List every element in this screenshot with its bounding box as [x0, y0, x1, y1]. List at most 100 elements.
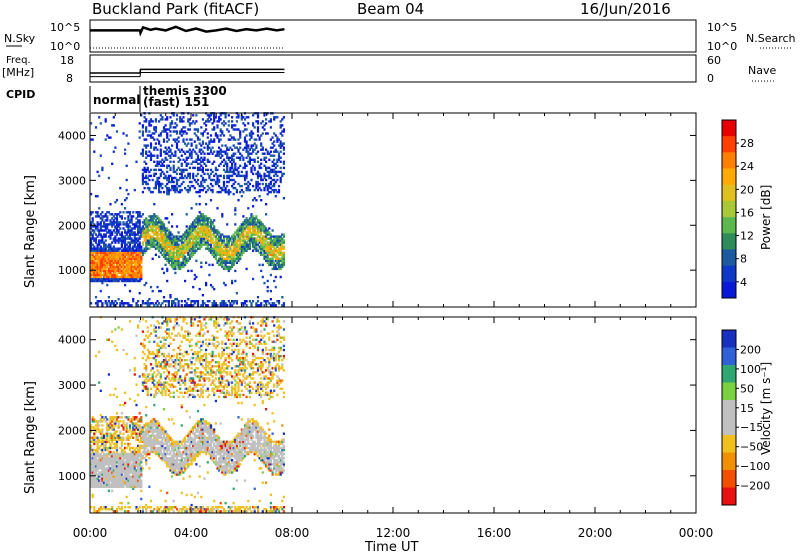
data-cell — [161, 170, 164, 174]
data-cell — [117, 326, 120, 329]
data-cell — [149, 237, 153, 240]
data-cell — [208, 186, 211, 190]
data-cell — [214, 245, 217, 248]
data-cell — [253, 217, 256, 220]
data-cell — [109, 263, 112, 267]
data-cell — [172, 259, 175, 262]
data-cell — [96, 271, 99, 275]
data-cell — [175, 168, 179, 172]
data-cell — [107, 457, 110, 460]
data-cell — [224, 245, 227, 248]
data-cell — [205, 190, 208, 194]
data-cell — [242, 227, 245, 230]
data-cell — [162, 172, 166, 176]
data-cell — [114, 416, 117, 419]
data-cell — [120, 233, 123, 236]
data-cell — [213, 251, 216, 254]
data-cell — [149, 369, 153, 372]
data-cell — [135, 247, 138, 250]
data-cell — [137, 438, 140, 441]
data-cell — [148, 356, 151, 360]
data-cell — [216, 136, 219, 139]
data-cell — [133, 235, 136, 238]
data-cell — [247, 239, 250, 242]
data-cell — [120, 450, 123, 454]
data-cell — [156, 342, 159, 345]
data-cell — [151, 379, 154, 382]
data-cell — [103, 223, 106, 226]
data-cell — [265, 235, 268, 238]
data-cell — [154, 231, 157, 234]
data-cell — [227, 156, 230, 159]
data-cell — [141, 231, 144, 234]
data-cell — [151, 229, 154, 232]
data-cell — [112, 467, 115, 470]
data-cell — [140, 257, 143, 260]
data-cell — [255, 233, 258, 236]
data-cell — [107, 440, 110, 443]
data-cell — [240, 154, 243, 157]
data-cell — [240, 253, 243, 256]
data-cell — [218, 259, 221, 262]
data-cell — [182, 253, 185, 256]
data-cell — [135, 457, 138, 460]
data-cell — [195, 180, 198, 184]
data-cell — [226, 162, 229, 165]
data-cell — [151, 302, 154, 305]
data-cell — [282, 253, 285, 256]
data-cell — [99, 300, 102, 303]
data-cell — [93, 452, 96, 456]
data-cell — [145, 450, 148, 454]
data-cell — [109, 223, 112, 226]
data-cell — [158, 442, 161, 446]
data-cell — [148, 334, 151, 337]
data-cell — [185, 257, 188, 260]
data-cell — [206, 144, 209, 147]
data-cell — [258, 229, 261, 232]
data-cell — [162, 160, 166, 163]
data-cell — [196, 166, 200, 170]
data-cell — [169, 188, 172, 192]
data-cell — [107, 465, 110, 468]
data-cell — [187, 249, 190, 252]
data-cell — [133, 461, 136, 464]
data-cell — [141, 389, 144, 392]
data-cell — [224, 160, 227, 163]
data-cell — [235, 174, 238, 178]
data-cell — [190, 255, 193, 258]
data-cell — [122, 259, 125, 262]
data-cell — [111, 213, 114, 216]
data-cell — [114, 237, 117, 240]
data-cell — [104, 265, 107, 269]
data-cell — [156, 424, 159, 427]
data-cell — [122, 475, 125, 478]
data-cell — [200, 219, 203, 222]
data-cell — [132, 247, 135, 250]
data-cell — [282, 172, 285, 176]
data-cell — [128, 245, 132, 248]
data-cell — [117, 457, 120, 460]
data-cell — [234, 223, 237, 226]
data-cell — [177, 253, 180, 256]
data-cell — [122, 261, 125, 264]
data-cell — [91, 277, 94, 281]
data-cell — [175, 263, 179, 267]
data-cell — [154, 354, 157, 358]
data-cell — [277, 152, 281, 155]
data-cell — [120, 235, 123, 238]
data-cell — [268, 253, 271, 256]
data-cell — [145, 126, 148, 129]
data-cell — [195, 233, 198, 236]
data-cell — [94, 471, 98, 474]
data-cell — [166, 192, 169, 196]
data-cell — [141, 381, 144, 384]
data-cell — [269, 146, 272, 149]
data-cell — [245, 148, 248, 151]
colorbar-swatch — [722, 120, 736, 137]
data-cell — [154, 424, 157, 427]
data-cell — [138, 375, 141, 378]
data-cell — [161, 426, 164, 429]
data-cell — [124, 247, 127, 250]
data-cell — [124, 267, 127, 271]
data-cell — [185, 150, 188, 153]
